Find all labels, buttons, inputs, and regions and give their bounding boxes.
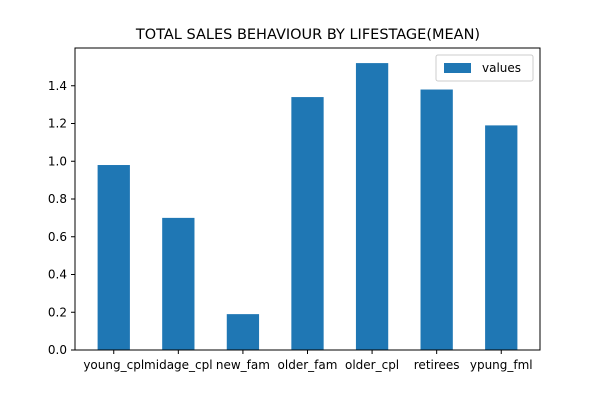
bar [355,63,389,350]
legend-box [435,54,534,82]
bar [291,97,324,350]
legend: values [435,54,534,82]
x-axis: young_cpl midage_cpl new_fam older_fam older… [83,350,533,372]
x-tick-label: ypung_fml [470,358,533,372]
y-axis: 0.0 0.2 0.4 0.6 0.8 1.0 1.2 1.4 [48,79,75,357]
y-tick-label: 1.2 [48,117,67,131]
y-tick-label: 0.4 [48,268,67,282]
bar [485,125,518,350]
x-tick-label: young_cpl [83,358,144,372]
legend-swatch [444,63,471,73]
bar [420,89,453,351]
y-tick-label: 0.6 [48,230,67,244]
y-tick-label: 1.0 [48,154,67,168]
bar [226,314,260,350]
y-tick-label: 0.8 [48,192,67,206]
bar [162,217,195,350]
x-tick-label: older_fam [278,358,338,372]
y-tick-label: 1.4 [48,79,67,93]
chart-title: TOTAL SALES BEHAVIOUR BY LIFESTAGE(MEAN) [135,27,480,43]
x-tick-label: midage_cpl [144,358,213,372]
x-tick-label: new_fam [216,358,270,372]
bar [97,165,130,350]
bars-group [97,63,518,351]
plot-frame [74,47,541,351]
y-tick-label: 0.0 [48,343,67,357]
y-tick-label: 0.2 [48,305,67,319]
x-tick-label: older_cpl [345,358,399,372]
legend-label: values [482,61,521,75]
x-tick-label: retirees [414,358,460,372]
